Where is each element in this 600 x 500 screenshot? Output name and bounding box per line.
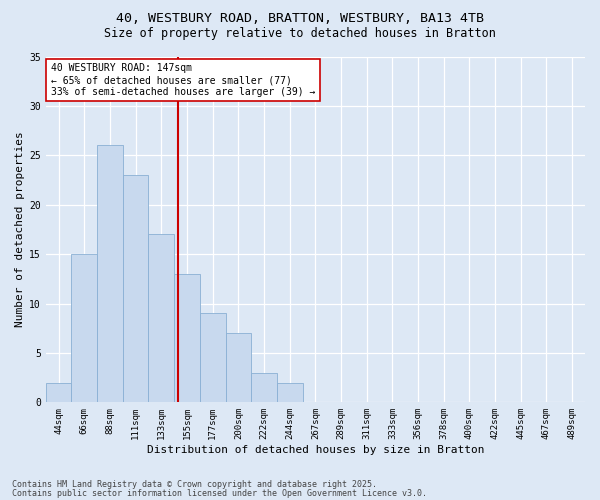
Bar xyxy=(46,382,71,402)
Bar xyxy=(200,314,226,402)
Text: 40, WESTBURY ROAD, BRATTON, WESTBURY, BA13 4TB: 40, WESTBURY ROAD, BRATTON, WESTBURY, BA… xyxy=(116,12,484,26)
Bar xyxy=(123,175,148,402)
Bar xyxy=(174,274,200,402)
Text: Contains HM Land Registry data © Crown copyright and database right 2025.: Contains HM Land Registry data © Crown c… xyxy=(12,480,377,489)
X-axis label: Distribution of detached houses by size in Bratton: Distribution of detached houses by size … xyxy=(146,445,484,455)
Bar xyxy=(148,234,174,402)
Bar xyxy=(97,146,123,402)
Bar xyxy=(277,382,302,402)
Bar xyxy=(226,333,251,402)
Text: Size of property relative to detached houses in Bratton: Size of property relative to detached ho… xyxy=(104,28,496,40)
Bar xyxy=(71,254,97,402)
Text: Contains public sector information licensed under the Open Government Licence v3: Contains public sector information licen… xyxy=(12,489,427,498)
Bar xyxy=(251,372,277,402)
Y-axis label: Number of detached properties: Number of detached properties xyxy=(15,132,25,328)
Text: 40 WESTBURY ROAD: 147sqm
← 65% of detached houses are smaller (77)
33% of semi-d: 40 WESTBURY ROAD: 147sqm ← 65% of detach… xyxy=(51,64,316,96)
